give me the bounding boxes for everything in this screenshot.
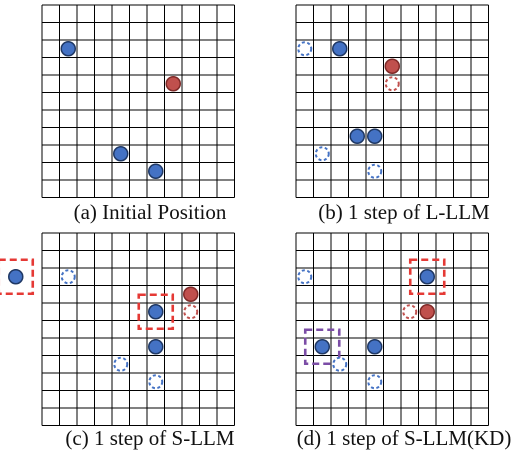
panel-d-s-llm-kd-step: [295, 232, 489, 426]
ghost-agent-marker: [314, 146, 330, 162]
ghost-agent-marker: [297, 269, 313, 285]
grid-c: [41, 232, 235, 426]
ghost-agent-marker: [297, 41, 313, 57]
agent-marker: [148, 163, 164, 179]
highlight-box-purple: [303, 328, 341, 366]
target-marker: [183, 286, 199, 302]
grid-b: [295, 4, 489, 198]
panel-c-s-llm-step: [0, 232, 235, 426]
ghost-target-marker: [402, 304, 418, 320]
agent-marker: [332, 41, 348, 57]
agent-marker: [349, 128, 365, 144]
highlight-box-red: [408, 258, 446, 296]
agent-marker: [8, 269, 24, 285]
caption-panel-b: (b) 1 step of L-LLM: [318, 200, 490, 224]
highlight-box-red: [0, 258, 35, 296]
ghost-agent-marker: [148, 374, 164, 390]
ghost-target-marker: [384, 76, 400, 92]
ghost-agent-marker: [367, 163, 383, 179]
ghost-agent-marker: [60, 269, 76, 285]
highlight-box-red: [137, 293, 175, 331]
caption-panel-a: (a) Initial Position: [73, 200, 227, 224]
target-marker: [384, 58, 400, 74]
agent-marker: [60, 41, 76, 57]
target-marker: [165, 76, 181, 92]
caption-panel-c: (c) 1 step of S-LLM: [65, 426, 235, 450]
agent-marker: [419, 269, 435, 285]
agent-marker: [367, 128, 383, 144]
panel-a-initial-position: [41, 4, 235, 198]
agent-marker: [148, 304, 164, 320]
agent-marker: [148, 339, 164, 355]
grid-d: [295, 232, 489, 426]
ghost-target-marker: [183, 304, 199, 320]
panel-b-l-llm-step: [295, 4, 489, 198]
ghost-agent-marker: [367, 374, 383, 390]
target-marker: [419, 304, 435, 320]
caption-panel-d: (d) 1 step of S-LLM(KD): [296, 426, 512, 450]
ghost-agent-marker: [332, 356, 348, 372]
ghost-agent-marker: [113, 356, 129, 372]
agent-marker: [113, 146, 129, 162]
agent-marker: [314, 339, 330, 355]
grid-a: [41, 4, 235, 198]
agent-marker: [367, 339, 383, 355]
